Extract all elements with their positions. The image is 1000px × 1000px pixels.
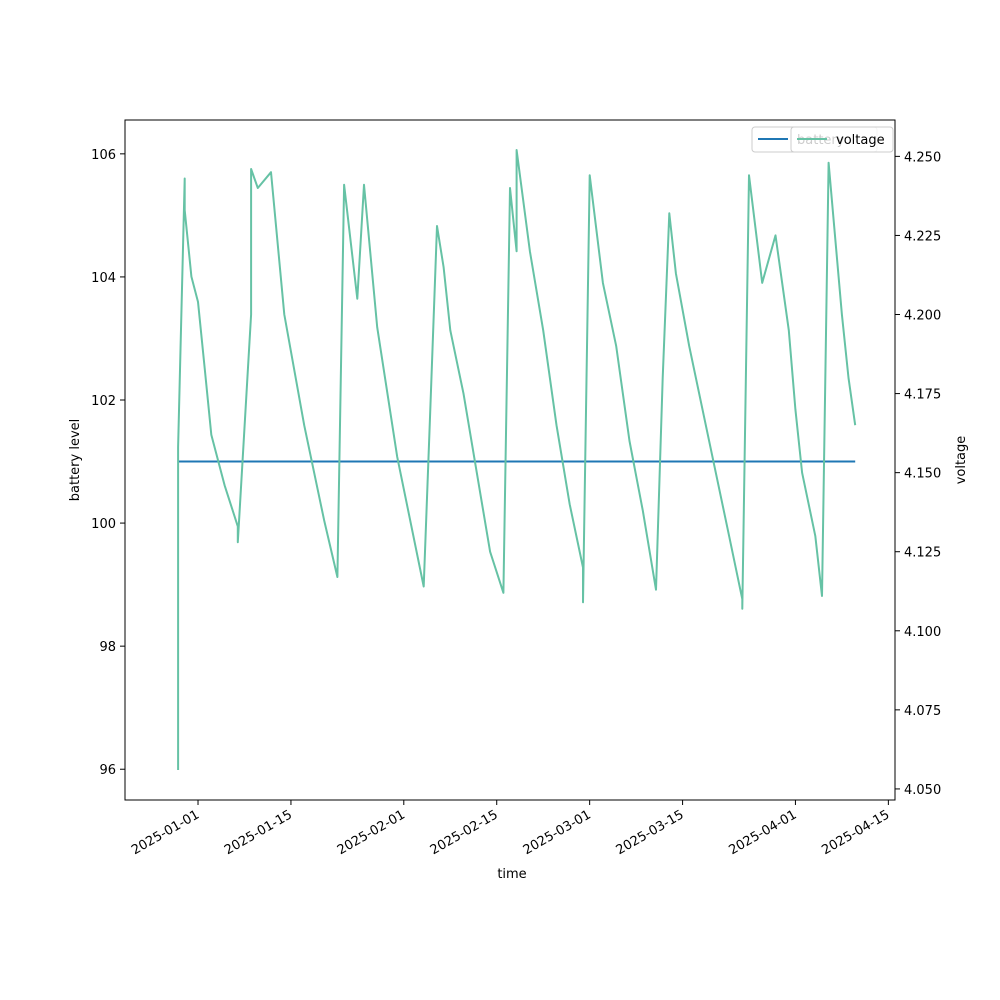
x-tick-label: 2025-02-01 bbox=[335, 807, 408, 858]
x-tick-label: 2025-03-15 bbox=[614, 807, 687, 858]
y-right-tick-label: 4.200 bbox=[904, 309, 941, 324]
x-tick-label: 2025-03-01 bbox=[521, 807, 594, 858]
x-tick-label: 2025-04-15 bbox=[819, 807, 892, 858]
y-right-tick-label: 4.225 bbox=[904, 229, 941, 244]
x-axis: 2025-01-01 2025-01-15 2025-02-01 2025-02-15… bbox=[129, 800, 892, 858]
y-left-tick-label: 96 bbox=[99, 763, 116, 778]
y-left-tick-label: 106 bbox=[91, 148, 116, 163]
y-left-tick-label: 104 bbox=[91, 271, 116, 286]
x-tick-label: 2025-01-01 bbox=[129, 807, 202, 858]
y-right-tick-label: 4.075 bbox=[904, 704, 941, 719]
y-axis-left: 96 98 100 102 104 106 bbox=[91, 148, 125, 778]
y-right-tick-label: 4.050 bbox=[904, 783, 941, 798]
x-tick-label: 2025-02-15 bbox=[428, 807, 501, 858]
y-left-tick-label: 98 bbox=[99, 640, 116, 655]
y-right-tick-label: 4.250 bbox=[904, 150, 941, 165]
y-left-tick-label: 100 bbox=[91, 517, 116, 532]
y-right-tick-label: 4.100 bbox=[904, 625, 941, 640]
y-axis-left-label: battery level bbox=[68, 419, 83, 502]
x-axis-label: time bbox=[497, 867, 526, 882]
legend-frame bbox=[790, 126, 894, 153]
series-line-voltage bbox=[177, 149, 857, 770]
y-right-tick-label: 4.150 bbox=[904, 467, 941, 482]
y-axis-right: 4.050 4.075 4.100 4.125 4.150 4.175 4.200 4.225… bbox=[895, 150, 941, 798]
x-tick-label: 2025-01-15 bbox=[222, 807, 295, 858]
plot-frame bbox=[124, 119, 896, 801]
y-right-tick-label: 4.175 bbox=[904, 388, 941, 403]
y-right-tick-label: 4.125 bbox=[904, 546, 941, 561]
legend-right-axis: voltage bbox=[790, 126, 894, 153]
y-axis-right-label: voltage bbox=[954, 436, 969, 485]
series-lines bbox=[177, 149, 857, 770]
x-tick-label: 2025-04-01 bbox=[726, 807, 799, 858]
legend-label-voltage: voltage bbox=[836, 133, 885, 148]
y-left-tick-label: 102 bbox=[91, 394, 116, 409]
